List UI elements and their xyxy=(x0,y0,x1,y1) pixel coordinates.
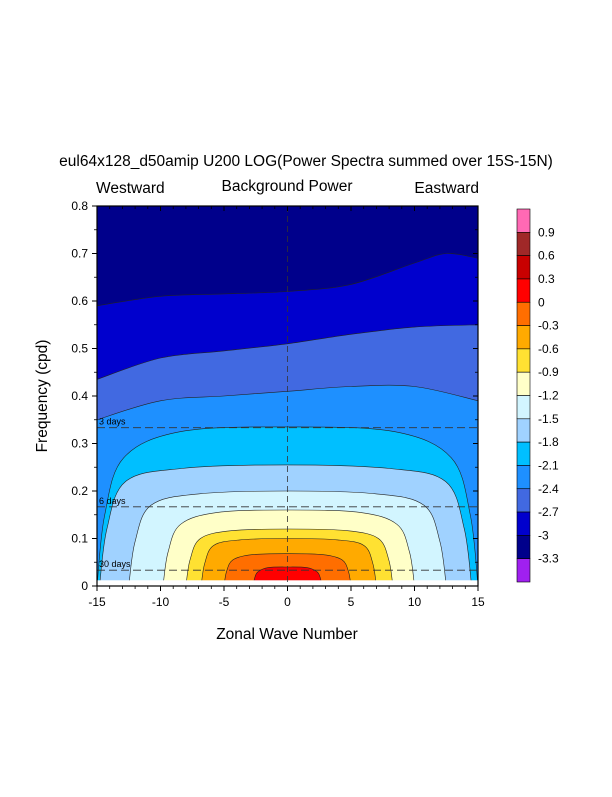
colorbar-label-7: -1.2 xyxy=(538,389,559,403)
colorbar-label-9: -1.8 xyxy=(538,435,559,449)
x-ticks: -15 -10 -5 0 5 10 15 xyxy=(88,206,485,609)
eastward-label: Eastward xyxy=(414,180,479,197)
westward-label: Westward xyxy=(96,180,165,197)
colorbar-label-1: 0.6 xyxy=(538,249,555,263)
colorbar-box-10 xyxy=(516,441,531,466)
zero-frequency-strip xyxy=(97,580,478,586)
y-tick-label-1: 0.1 xyxy=(71,532,88,546)
colorbar-box-0 xyxy=(516,208,531,233)
y-tick-label-2: 0.2 xyxy=(71,484,88,498)
y-ticks: 0 0.1 0.2 0.3 0.4 0.5 0.6 0.7 0.8 xyxy=(71,199,478,593)
colorbar-box-9 xyxy=(516,418,531,443)
chart-title: eul64x128_d50amip U200 LOG(Power Spectra… xyxy=(59,153,553,170)
colorbar-box-5 xyxy=(516,325,531,350)
x-tick-label-6: 15 xyxy=(471,595,485,609)
colorbar-label-11: -2.4 xyxy=(538,482,559,496)
colorbar: 0.9 0.6 0.3 0 -0.3 -0.6 -0.9 -1.2 -1.5 -1.8 -2.1 -2… xyxy=(516,208,559,583)
colorbar-label-5: -0.6 xyxy=(538,342,559,356)
x-tick-label-4: 5 xyxy=(348,595,355,609)
colorbar-label-3: 0 xyxy=(538,295,545,309)
y-tick-label-4: 0.4 xyxy=(71,389,88,403)
colorbar-label-8: -1.5 xyxy=(538,412,559,426)
colorbar-label-0: 0.9 xyxy=(538,225,555,239)
colorbar-box-14 xyxy=(516,535,531,559)
y-tick-label-3: 0.3 xyxy=(71,437,88,451)
plot-area: 3 days 6 days 30 days xyxy=(96,205,479,587)
y-tick-label-0: 0 xyxy=(81,579,88,593)
colorbar-label-12: -2.7 xyxy=(538,505,559,519)
colorbar-label-4: -0.3 xyxy=(538,319,559,333)
colorbar-box-1 xyxy=(516,232,531,256)
colorbar-box-7 xyxy=(516,371,531,396)
y-tick-label-5: 0.5 xyxy=(71,342,88,356)
x-axis-label: Zonal Wave Number xyxy=(216,626,358,643)
colorbar-label-13: -3 xyxy=(538,528,549,542)
x-tick-label-3: 0 xyxy=(284,595,291,609)
colorbar-box-2 xyxy=(516,255,531,280)
colorbar-box-15 xyxy=(516,558,531,583)
x-tick-label-2: -5 xyxy=(219,595,230,609)
colorbar-box-12 xyxy=(516,488,531,513)
y-tick-label-8: 0.8 xyxy=(71,199,88,213)
y-tick-label-7: 0.7 xyxy=(71,247,88,261)
y-tick-label-6: 0.6 xyxy=(71,294,88,308)
colorbar-box-13 xyxy=(516,511,531,536)
y-axis-label: Frequency (cpd) xyxy=(34,340,51,453)
colorbar-box-11 xyxy=(516,465,531,490)
x-tick-label-1: -10 xyxy=(152,595,170,609)
period-label-2: 30 days xyxy=(99,559,131,569)
period-label-1: 6 days xyxy=(99,496,126,506)
colorbar-label-10: -2.1 xyxy=(538,458,559,472)
period-label-0: 3 days xyxy=(99,417,126,427)
colorbar-box-8 xyxy=(516,395,531,420)
colorbar-box-3 xyxy=(516,278,531,303)
colorbar-label-14: -3.3 xyxy=(538,552,559,566)
colorbar-box-4 xyxy=(516,301,531,326)
background-power-label: Background Power xyxy=(222,178,353,195)
colorbar-label-6: -0.9 xyxy=(538,365,559,379)
colorbar-label-2: 0.3 xyxy=(538,272,555,286)
x-tick-label-5: 10 xyxy=(408,595,422,609)
colorbar-box-6 xyxy=(516,348,531,373)
x-tick-label-0: -15 xyxy=(88,595,106,609)
